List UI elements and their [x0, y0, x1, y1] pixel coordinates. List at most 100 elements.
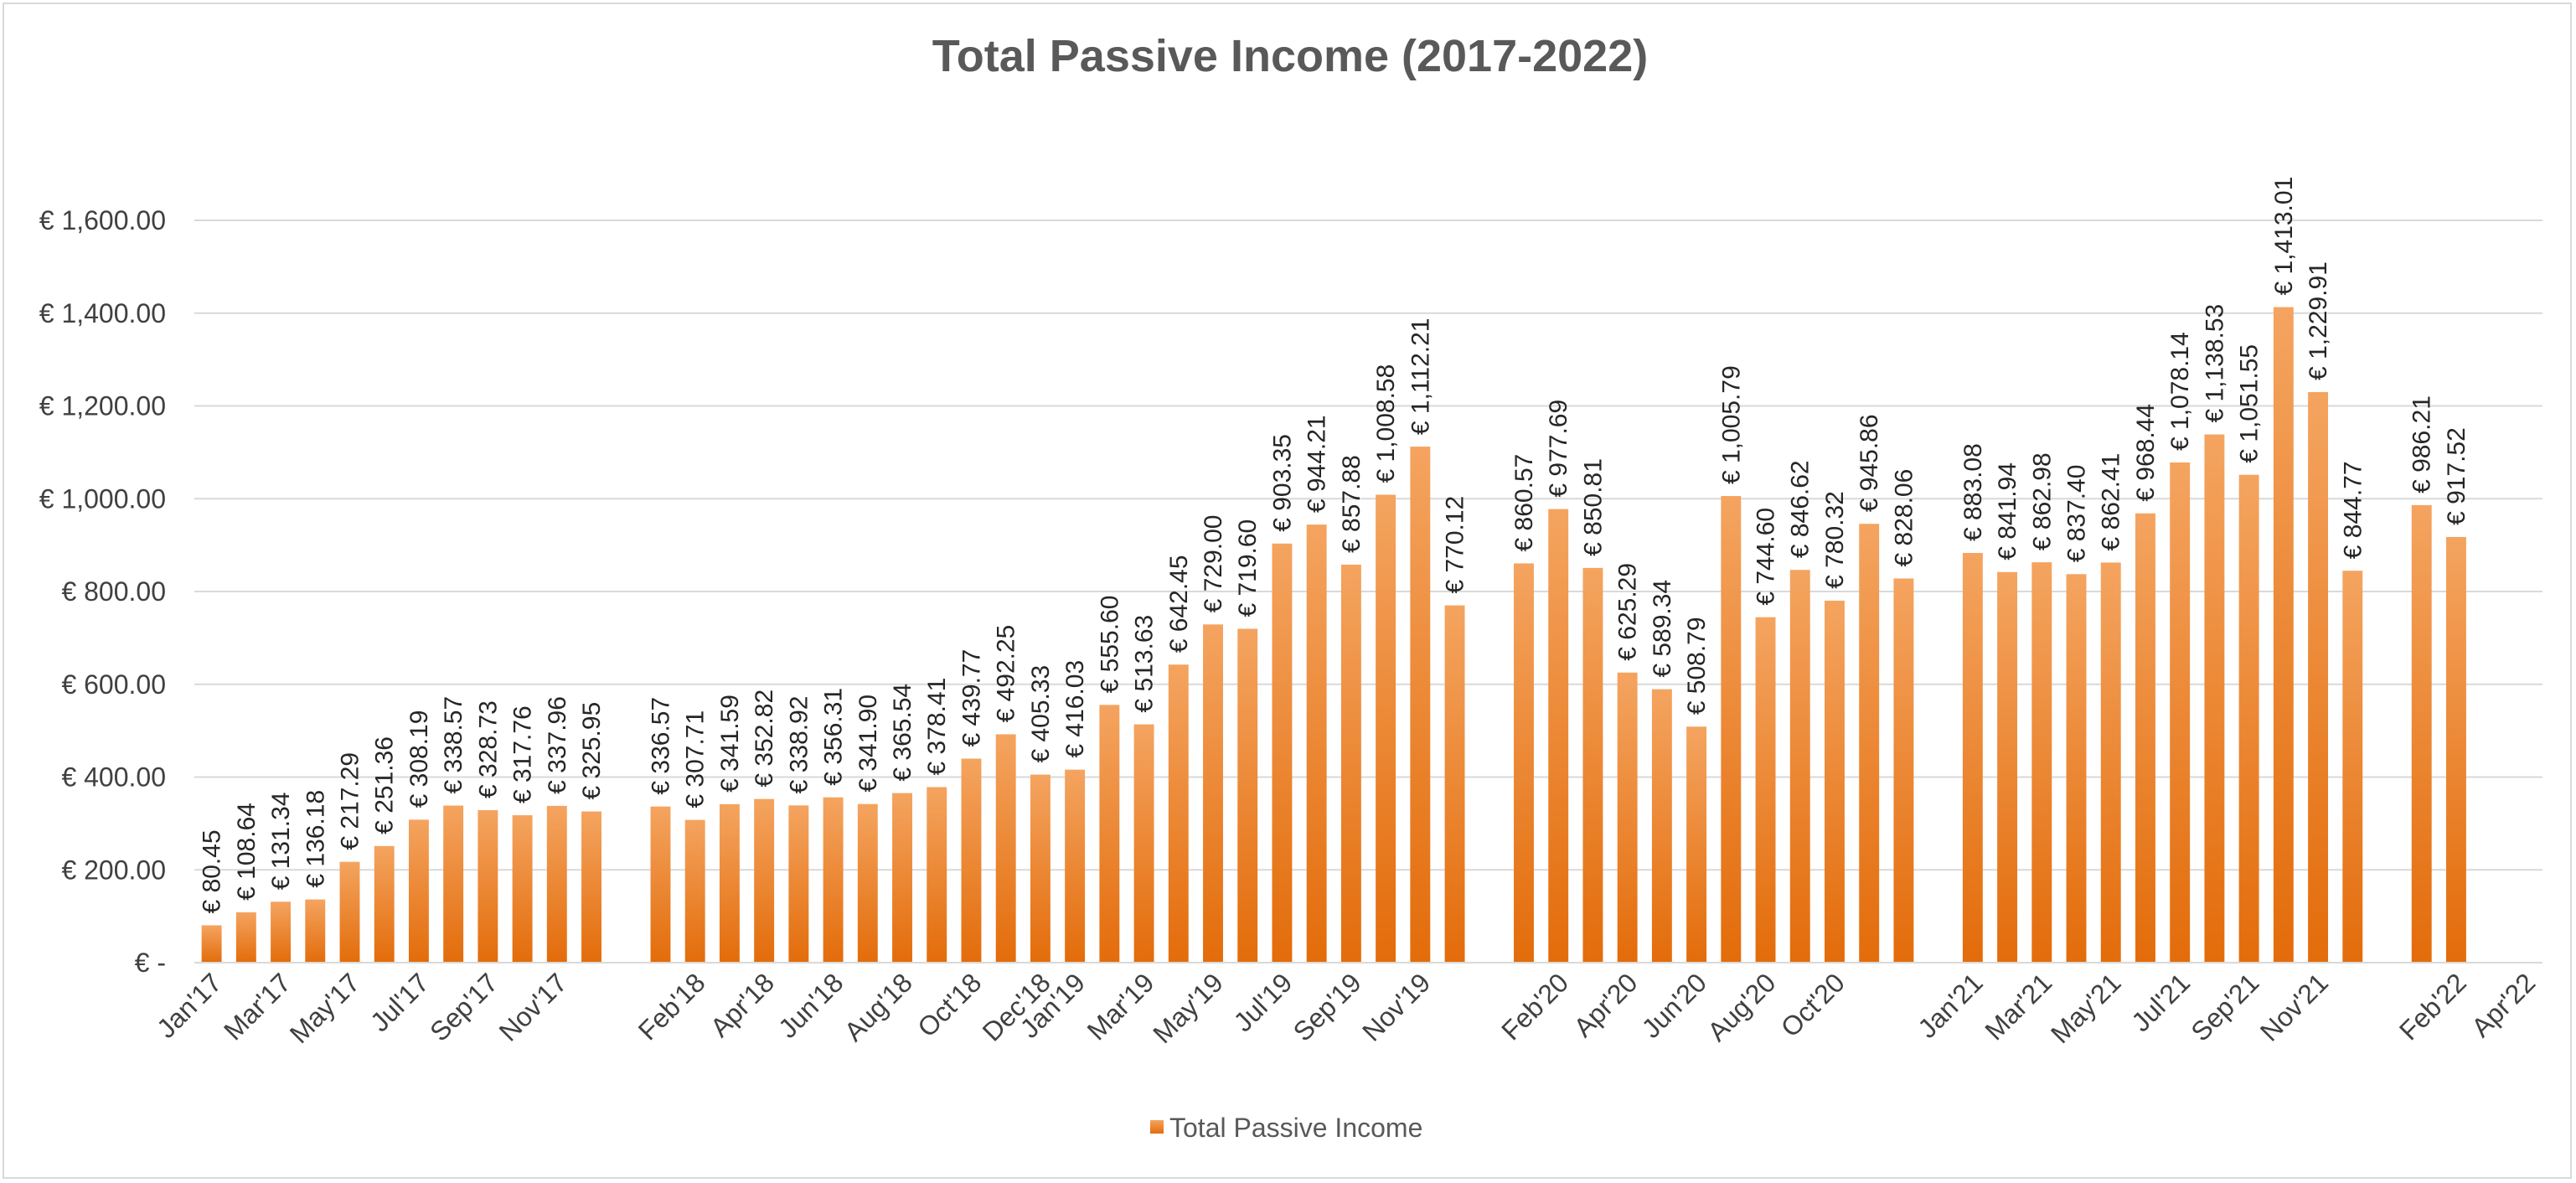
data-label: € 513.63 — [1131, 615, 1159, 713]
bar — [1617, 672, 1638, 963]
data-label: € 837.40 — [2063, 465, 2091, 563]
bar — [1825, 600, 1845, 963]
data-label: € 336.57 — [647, 697, 674, 795]
data-label: € 945.86 — [1856, 414, 1883, 512]
bar — [1755, 617, 1776, 963]
bar — [754, 798, 775, 963]
x-tick-label: Nov'17 — [493, 967, 573, 1046]
x-tick-label: Nov'21 — [2254, 967, 2334, 1046]
y-axis: € - € 200.00 € 400.00 € 600.00 € 800.00 € 1,0… — [39, 205, 166, 978]
bar — [995, 734, 1016, 963]
data-label: € 338.57 — [440, 696, 467, 794]
data-label: € 770.12 — [1442, 496, 1469, 594]
x-tick-label: Sep'19 — [1288, 967, 1367, 1046]
bar — [1272, 543, 1293, 963]
bar — [1651, 689, 1672, 963]
data-label: € 1,112.21 — [1407, 318, 1434, 436]
bar — [1306, 524, 1327, 963]
data-label: € 917.52 — [2443, 427, 2470, 525]
data-label: € 508.79 — [1683, 617, 1711, 715]
bar — [1376, 494, 1396, 963]
data-label: € 131.34 — [267, 792, 295, 890]
data-label: € 862.41 — [2098, 453, 2125, 551]
data-label: € 356.31 — [820, 688, 848, 786]
bar — [1997, 571, 2018, 963]
bar — [512, 815, 533, 963]
y-tick-label: € 1,400.00 — [39, 298, 166, 328]
data-label: € 1,008.58 — [1372, 364, 1400, 483]
bar — [2204, 434, 2225, 963]
bar — [201, 925, 222, 963]
bar — [1340, 564, 1361, 963]
chart-title: Total Passive Income (2017-2022) — [932, 31, 1648, 81]
data-label: € 1,413.01 — [2270, 177, 2298, 296]
bar — [2066, 574, 2087, 963]
data-label: € 341.90 — [854, 695, 882, 793]
y-tick-label: € 1,600.00 — [39, 205, 166, 235]
bar — [1065, 769, 1086, 963]
data-label: € 841.94 — [1994, 462, 2021, 561]
data-label: € 589.34 — [1649, 580, 1676, 678]
data-label: € 325.95 — [578, 702, 606, 800]
x-tick-label: Aug'20 — [1701, 967, 1781, 1046]
data-label: € 625.29 — [1614, 563, 1642, 661]
bar — [1582, 567, 1603, 963]
bar — [374, 845, 395, 963]
data-label: € 846.62 — [1787, 460, 1815, 558]
data-label: € 352.82 — [751, 690, 778, 788]
data-label: € 1,078.14 — [2166, 332, 2194, 451]
data-label: € 944.21 — [1303, 415, 1331, 513]
y-tick-label: € 800.00 — [61, 576, 166, 607]
bar — [1514, 563, 1534, 963]
x-tick-label: May'19 — [1147, 967, 1229, 1049]
data-label: € 365.54 — [889, 684, 916, 782]
data-label: € 883.08 — [1959, 443, 1987, 541]
bar — [408, 819, 429, 963]
bar — [823, 797, 844, 963]
legend-swatch — [1150, 1120, 1164, 1134]
data-label: € 136.18 — [302, 790, 329, 888]
x-tick-label: Feb'20 — [1495, 967, 1574, 1046]
bar — [2135, 513, 2155, 963]
data-labels: € 80.45 € 108.64 € 131.34 € 136.18 € 217.29 €… — [199, 177, 2470, 914]
bar — [684, 819, 705, 963]
bar — [1859, 524, 1880, 963]
data-label: € 555.60 — [1096, 596, 1123, 694]
bar — [271, 901, 292, 963]
data-label: € 80.45 — [199, 829, 226, 913]
bar — [892, 793, 912, 963]
bar — [443, 805, 464, 963]
bar — [2411, 504, 2432, 963]
x-tick-label: Aug'18 — [839, 967, 918, 1046]
bar — [1686, 726, 1707, 963]
bar — [478, 809, 498, 963]
bar — [2308, 391, 2329, 963]
bar — [1893, 578, 1914, 963]
data-label: € 719.60 — [1234, 519, 1262, 617]
y-tick-label: € 1,200.00 — [39, 391, 166, 421]
bar — [2031, 562, 2052, 963]
data-label: € 492.25 — [993, 625, 1020, 723]
y-tick-label: € - — [135, 948, 166, 978]
bar — [961, 758, 982, 963]
bar — [235, 912, 256, 963]
bar — [1410, 447, 1431, 963]
data-label: € 308.19 — [405, 710, 433, 808]
bar — [857, 803, 878, 963]
data-label: € 903.35 — [1268, 434, 1296, 532]
data-label: € 338.92 — [785, 696, 813, 794]
x-tick-label: Apr'20 — [1567, 967, 1643, 1042]
bar — [2170, 462, 2191, 963]
data-label: € 307.71 — [682, 710, 710, 808]
x-tick-label: May'17 — [284, 967, 366, 1049]
data-label: € 977.69 — [1545, 400, 1572, 498]
bar — [1099, 705, 1120, 963]
bar — [650, 806, 671, 963]
bar — [1548, 509, 1569, 963]
bar — [339, 861, 360, 963]
data-label: € 844.77 — [2339, 461, 2367, 559]
bar — [2273, 307, 2294, 963]
bar — [1962, 552, 1983, 963]
data-label: € 405.33 — [1027, 665, 1055, 763]
data-label: € 642.45 — [1165, 555, 1193, 653]
